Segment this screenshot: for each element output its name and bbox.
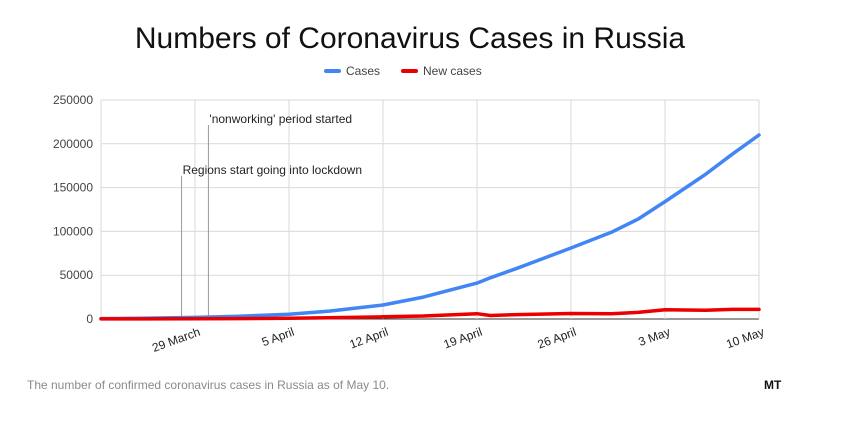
y-tick-label: 150000 [53,181,93,195]
x-tick-label: 19 April [442,325,484,352]
legend-label: Cases [346,64,380,78]
annotation-label: 'nonworking' period started [209,112,352,126]
x-tick-label: 12 April [348,325,390,352]
y-tick-label: 50000 [60,268,94,282]
chart-title: Numbers of Coronavirus Cases in Russia [134,22,686,55]
legend-label: New cases [423,64,482,78]
series-line [99,133,761,321]
annotation-label: Regions start going into lockdown [183,163,362,177]
x-tick-label: 10 May [724,325,766,352]
grid [100,99,760,320]
series [99,133,761,321]
legend: Cases New cases [324,64,482,78]
y-tick-label: 100000 [53,224,93,238]
annotations: 'nonworking' period started Regions start… [181,112,362,319]
y-tick-label: 200000 [53,137,93,151]
series-line [99,307,761,321]
y-axis-ticks: 250000 200000 150000 100000 50000 0 [53,93,93,326]
y-tick-label: 0 [86,312,93,326]
x-tick-label: 29 March [150,325,202,355]
y-tick-label: 250000 [53,93,93,107]
x-axis-ticks: 29 March 5 April 12 April 19 April 26 April 3… [150,325,766,355]
x-tick-label: 3 May [637,325,673,349]
publisher-logo: MT [764,378,782,392]
x-tick-label: 5 April [260,325,296,350]
x-tick-label: 26 April [536,325,578,352]
chart-caption: The number of confirmed coronavirus case… [27,378,390,392]
